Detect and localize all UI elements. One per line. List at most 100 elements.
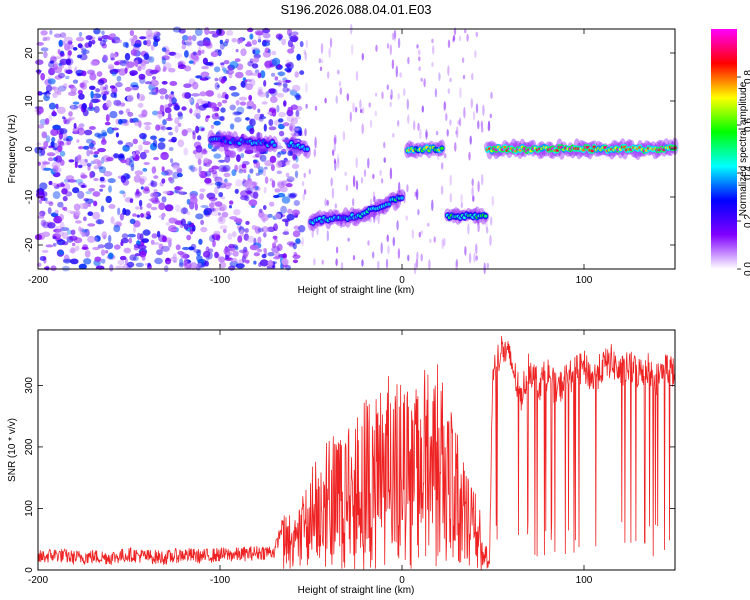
- spectrogram-cell: [292, 153, 297, 161]
- spectrogram-cell: [324, 198, 327, 207]
- spectrogram-cell: [122, 144, 130, 152]
- spectrogram-cell: [282, 159, 291, 163]
- spectrogram-cell: [59, 32, 67, 38]
- spectrogram-cell: [285, 160, 290, 166]
- spectrogram-cell: [66, 118, 72, 123]
- spectrogram-cell: [91, 39, 96, 45]
- spectrogram-cell: [223, 172, 231, 178]
- spectrogram-cell: [253, 260, 257, 265]
- spectrogram-cell: [263, 248, 267, 253]
- spectrogram-cell: [259, 116, 266, 120]
- spectrogram-cell: [125, 174, 131, 179]
- spectrogram-cell: [138, 73, 146, 80]
- spectrogram-cell: [392, 236, 395, 247]
- spectrogram-cell: [115, 265, 125, 270]
- spectrogram-cell: [83, 216, 87, 222]
- spectrogram-cell: [264, 47, 270, 53]
- spectrogram-cell: [137, 102, 144, 108]
- spectrogram-cell: [62, 116, 66, 120]
- snr-y-ticks: 0 100 200 300: [24, 377, 675, 573]
- spectrogram-cell: [72, 47, 78, 51]
- spectrogram-cell: [222, 164, 231, 172]
- spectrogram-cell: [110, 57, 116, 61]
- spectrogram-cell: [423, 78, 426, 88]
- spectrogram-cell: [275, 33, 284, 40]
- spectrogram-cell: [403, 88, 406, 97]
- spectrogram-cell: [88, 142, 95, 148]
- spectrogram-cell: [211, 113, 220, 120]
- spectrogram-cell: [295, 238, 301, 245]
- spectrogram-cell: [64, 43, 71, 51]
- spectrogram-cell: [191, 93, 200, 97]
- spectrogram-cell: [63, 83, 68, 89]
- spectrogram-cell: [43, 51, 48, 59]
- spectrogram-cell: [489, 113, 492, 119]
- spectrogram-cell: [281, 258, 289, 266]
- spectrogram-cell: [367, 213, 371, 222]
- spectrogram-cell: [168, 217, 176, 224]
- spectrogram-cell: [60, 227, 70, 232]
- spectrogram-cell: [477, 120, 480, 130]
- spectrogram-cell: [203, 209, 210, 216]
- spectrogram-cell: [449, 77, 452, 83]
- spectrogram-cell: [296, 53, 302, 61]
- spectrogram-cell: [99, 176, 105, 182]
- spectrogram-cell: [235, 99, 240, 106]
- spectrogram-cell: [244, 228, 249, 233]
- spectrogram-cell: [158, 137, 166, 142]
- spectrogram-cell: [242, 249, 249, 257]
- spectrogram-cell: [134, 253, 141, 257]
- spectrogram-cell: [256, 161, 261, 169]
- spectrogram-cell: [110, 216, 115, 224]
- spectrogram-cell: [454, 142, 457, 152]
- spectrogram-cell: [270, 164, 275, 172]
- spectrogram-cell: [290, 132, 297, 136]
- spectrogram-cell: [164, 169, 173, 176]
- spectrogram-cell: [171, 97, 177, 105]
- spectrogram-cell: [220, 166, 229, 173]
- spectrogram-cell: [177, 251, 184, 255]
- spectrogram-cell: [173, 189, 179, 194]
- spectrogram-cell: [229, 61, 239, 69]
- spectrogram-cell: [244, 149, 254, 155]
- spectrogram-cell: [49, 30, 53, 35]
- spectrogram-cell: [282, 231, 290, 236]
- x-tick-label: 0: [399, 275, 405, 286]
- spectrogram-cell: [431, 199, 434, 212]
- y-tick-label: -20: [24, 237, 35, 252]
- spectrogram-cell: [88, 126, 96, 130]
- spectrogram-cell: [174, 117, 180, 125]
- spectrogram-cell: [344, 171, 347, 176]
- spectrogram-cell: [207, 248, 214, 253]
- spectrogram-cell: [111, 39, 115, 44]
- spectrogram-cell: [263, 186, 267, 194]
- spectrogram-cell: [282, 122, 290, 127]
- spectrogram-cell: [278, 130, 285, 137]
- spectrogram-cell: [395, 65, 398, 78]
- spectrogram-cell: [88, 102, 93, 110]
- spectrogram-cell: [276, 170, 282, 175]
- spectrogram-cell: [425, 128, 428, 140]
- spectrogram-cell: [70, 247, 76, 254]
- spectrogram-cell: [398, 181, 401, 194]
- spectrogram-cell: [203, 157, 209, 163]
- spectrogram-cell: [238, 249, 248, 254]
- spectrogram-cell: [211, 233, 221, 241]
- spectrogram-cell: [245, 117, 250, 121]
- spectrogram-cell: [252, 103, 257, 110]
- spectrogram-cell: [115, 81, 123, 88]
- spectrogram-cell: [128, 160, 135, 168]
- spectrogram-cell: [233, 111, 243, 115]
- spectrogram-cell: [468, 151, 471, 161]
- spectrogram-cell: [153, 156, 159, 161]
- spectrogram-cell: [320, 42, 324, 55]
- spectrogram-cell: [477, 180, 480, 193]
- spectrogram-cell: [104, 121, 111, 126]
- spectrogram-cell: [257, 72, 262, 79]
- x-tick: -200: [28, 29, 48, 286]
- spectrogram-cell: [349, 111, 352, 122]
- spectrogram-cell: [164, 257, 172, 265]
- spectrogram-cell: [75, 155, 82, 164]
- x-tick-label: -200: [28, 275, 48, 286]
- spectrogram-cell: [151, 69, 160, 73]
